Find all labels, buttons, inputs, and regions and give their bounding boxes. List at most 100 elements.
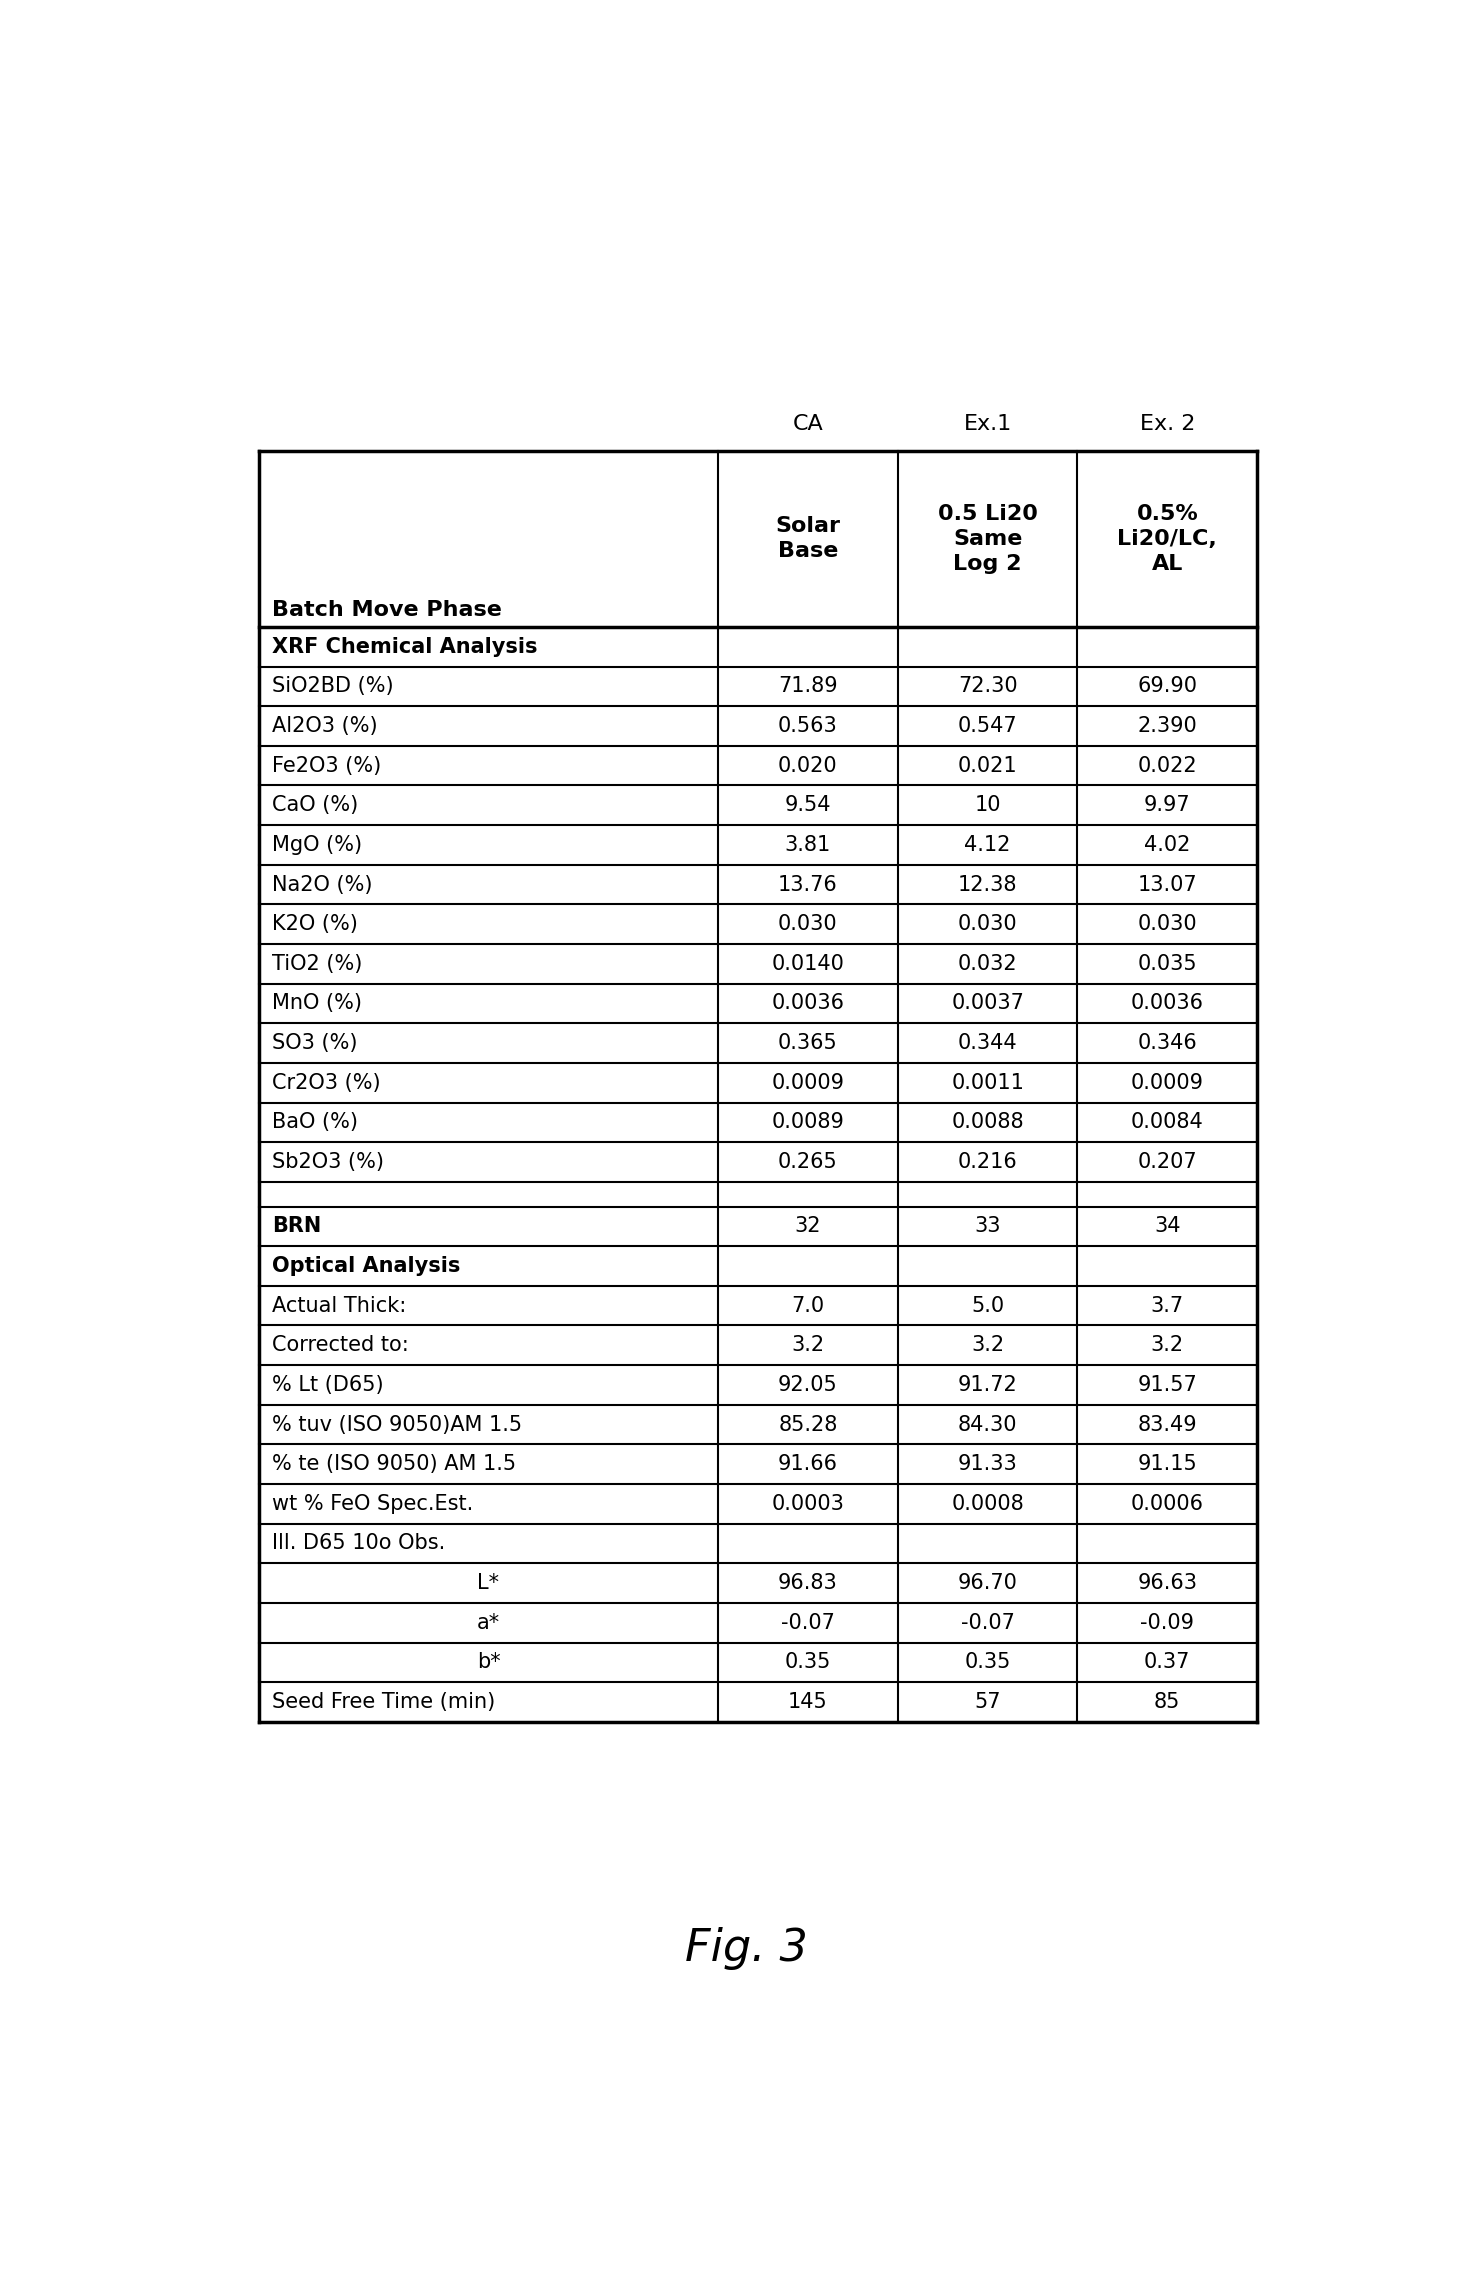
- Text: Ex. 2: Ex. 2: [1139, 414, 1195, 435]
- Text: 72.30: 72.30: [957, 677, 1017, 696]
- Text: 3.7: 3.7: [1151, 1295, 1185, 1316]
- Text: 96.70: 96.70: [957, 1574, 1017, 1592]
- Text: 5.0: 5.0: [970, 1295, 1004, 1316]
- Text: 7.0: 7.0: [791, 1295, 825, 1316]
- Text: 0.344: 0.344: [957, 1034, 1017, 1052]
- Text: TiO2 (%): TiO2 (%): [272, 954, 363, 975]
- Text: XRF Chemical Analysis: XRF Chemical Analysis: [272, 636, 538, 657]
- Text: 13.07: 13.07: [1138, 874, 1198, 895]
- Text: Ill. D65 10o Obs.: Ill. D65 10o Obs.: [272, 1533, 446, 1554]
- Text: Cr2O3 (%): Cr2O3 (%): [272, 1073, 382, 1094]
- Text: K2O (%): K2O (%): [272, 915, 358, 934]
- Text: 0.0008: 0.0008: [951, 1494, 1024, 1515]
- Text: Seed Free Time (min): Seed Free Time (min): [272, 1693, 495, 1711]
- Text: 91.33: 91.33: [957, 1455, 1017, 1473]
- Text: 85.28: 85.28: [778, 1414, 838, 1435]
- Text: Al2O3 (%): Al2O3 (%): [272, 716, 377, 737]
- Text: 3.2: 3.2: [970, 1336, 1004, 1354]
- Text: 0.0037: 0.0037: [951, 993, 1024, 1014]
- Text: b*: b*: [476, 1652, 500, 1673]
- Text: 0.035: 0.035: [1138, 954, 1198, 975]
- Text: 91.72: 91.72: [957, 1375, 1017, 1396]
- Text: % te (ISO 9050) AM 1.5: % te (ISO 9050) AM 1.5: [272, 1455, 517, 1473]
- Text: 0.563: 0.563: [778, 716, 838, 737]
- Text: 91.66: 91.66: [778, 1455, 838, 1473]
- Text: Ex.1: Ex.1: [963, 414, 1011, 435]
- Text: 0.021: 0.021: [957, 755, 1017, 776]
- Text: 0.216: 0.216: [957, 1153, 1017, 1171]
- Text: MgO (%): MgO (%): [272, 835, 363, 856]
- Text: 0.020: 0.020: [778, 755, 838, 776]
- Text: 0.35: 0.35: [965, 1652, 1011, 1673]
- Text: 10: 10: [975, 796, 1001, 815]
- Text: 0.547: 0.547: [957, 716, 1017, 737]
- Text: 96.83: 96.83: [778, 1574, 838, 1592]
- Text: % tuv (ISO 9050)AM 1.5: % tuv (ISO 9050)AM 1.5: [272, 1414, 523, 1435]
- Text: 33: 33: [975, 1217, 1001, 1236]
- Text: 0.365: 0.365: [778, 1034, 838, 1052]
- Text: wt % FeO Spec.Est.: wt % FeO Spec.Est.: [272, 1494, 474, 1515]
- Text: MnO (%): MnO (%): [272, 993, 363, 1014]
- Text: SiO2BD (%): SiO2BD (%): [272, 677, 393, 696]
- Text: 2.390: 2.390: [1138, 716, 1198, 737]
- Text: 0.346: 0.346: [1138, 1034, 1198, 1052]
- Text: 84.30: 84.30: [957, 1414, 1017, 1435]
- Text: 0.0009: 0.0009: [771, 1073, 845, 1094]
- Text: Actual Thick:: Actual Thick:: [272, 1295, 407, 1316]
- Text: 0.5 Li20
Same
Log 2: 0.5 Li20 Same Log 2: [938, 503, 1037, 574]
- Text: Fe2O3 (%): Fe2O3 (%): [272, 755, 382, 776]
- Text: 9.54: 9.54: [785, 796, 830, 815]
- Text: 0.030: 0.030: [778, 915, 838, 934]
- Text: 0.0009: 0.0009: [1131, 1073, 1203, 1094]
- Text: 91.57: 91.57: [1138, 1375, 1198, 1396]
- Text: 0.265: 0.265: [778, 1153, 838, 1171]
- Text: 0.030: 0.030: [957, 915, 1017, 934]
- Text: 3.2: 3.2: [791, 1336, 825, 1354]
- Text: 69.90: 69.90: [1138, 677, 1198, 696]
- Text: Solar
Base: Solar Base: [775, 517, 841, 561]
- Text: 3.81: 3.81: [785, 835, 830, 856]
- Text: -0.07: -0.07: [781, 1613, 835, 1634]
- Text: 83.49: 83.49: [1138, 1414, 1198, 1435]
- Text: Batch Move Phase: Batch Move Phase: [272, 599, 503, 620]
- Text: 57: 57: [975, 1693, 1001, 1711]
- Text: SO3 (%): SO3 (%): [272, 1034, 358, 1052]
- Text: L*: L*: [478, 1574, 500, 1592]
- Text: 13.76: 13.76: [778, 874, 838, 895]
- Text: -0.07: -0.07: [960, 1613, 1014, 1634]
- Text: -0.09: -0.09: [1141, 1613, 1195, 1634]
- Text: 32: 32: [794, 1217, 822, 1236]
- Text: 0.37: 0.37: [1144, 1652, 1190, 1673]
- Text: 0.0011: 0.0011: [951, 1073, 1024, 1094]
- Text: Fig. 3: Fig. 3: [685, 1926, 809, 1970]
- Text: 0.030: 0.030: [1138, 915, 1198, 934]
- Text: BaO (%): BaO (%): [272, 1112, 358, 1133]
- Text: 0.207: 0.207: [1138, 1153, 1198, 1171]
- Text: 0.0036: 0.0036: [1131, 993, 1203, 1014]
- Text: 145: 145: [788, 1693, 828, 1711]
- Text: 34: 34: [1154, 1217, 1180, 1236]
- Text: 3.2: 3.2: [1151, 1336, 1185, 1354]
- Text: 0.0084: 0.0084: [1131, 1112, 1203, 1133]
- Text: 0.0006: 0.0006: [1131, 1494, 1203, 1515]
- Text: 92.05: 92.05: [778, 1375, 838, 1396]
- Text: 0.022: 0.022: [1138, 755, 1198, 776]
- Text: 0.0036: 0.0036: [771, 993, 845, 1014]
- Text: Optical Analysis: Optical Analysis: [272, 1256, 460, 1277]
- Text: CA: CA: [793, 414, 823, 435]
- Text: 0.0088: 0.0088: [951, 1112, 1024, 1133]
- Text: 71.89: 71.89: [778, 677, 838, 696]
- Text: 96.63: 96.63: [1138, 1574, 1198, 1592]
- Text: a*: a*: [476, 1613, 500, 1634]
- Text: 0.35: 0.35: [785, 1652, 830, 1673]
- Text: Na2O (%): Na2O (%): [272, 874, 373, 895]
- Text: 0.0089: 0.0089: [771, 1112, 845, 1133]
- Text: Sb2O3 (%): Sb2O3 (%): [272, 1153, 385, 1171]
- Text: CaO (%): CaO (%): [272, 796, 358, 815]
- Text: 0.032: 0.032: [957, 954, 1017, 975]
- Text: 0.0140: 0.0140: [771, 954, 845, 975]
- Text: 4.12: 4.12: [965, 835, 1011, 856]
- Text: Corrected to:: Corrected to:: [272, 1336, 409, 1354]
- Text: 9.97: 9.97: [1144, 796, 1190, 815]
- Text: 4.02: 4.02: [1144, 835, 1190, 856]
